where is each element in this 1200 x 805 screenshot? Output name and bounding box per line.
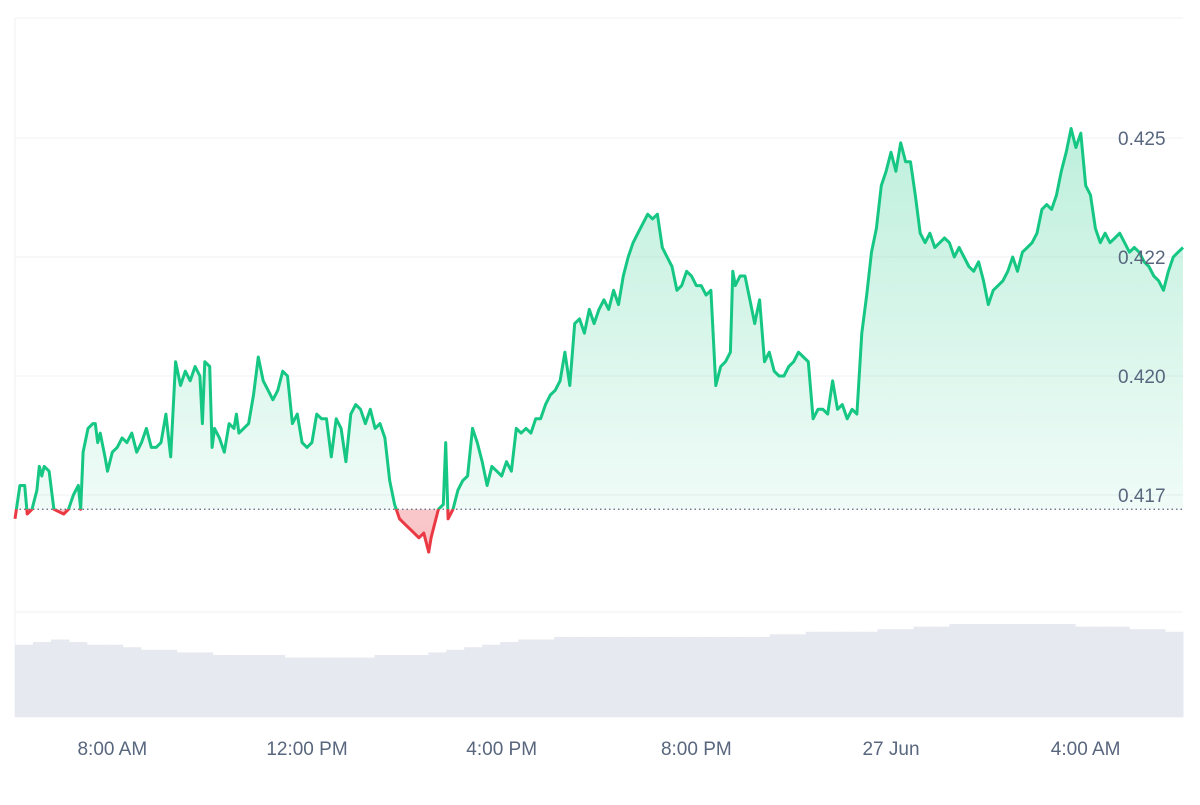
volume-bar bbox=[536, 639, 555, 717]
volume-bar bbox=[500, 642, 519, 717]
volume-bar bbox=[1165, 631, 1184, 717]
volume-bar bbox=[428, 652, 447, 717]
volume-bar bbox=[284, 657, 304, 717]
volume-bar bbox=[607, 636, 627, 717]
volume-bar bbox=[823, 631, 843, 717]
volume-bar bbox=[158, 649, 178, 717]
volume-bar bbox=[518, 639, 537, 717]
y-tick-label: 0.422 bbox=[1118, 248, 1166, 269]
volume-bar bbox=[877, 629, 896, 717]
volume-bar bbox=[104, 644, 124, 717]
volume-bar bbox=[985, 624, 1004, 717]
volume-bar bbox=[949, 624, 968, 717]
volume-bar bbox=[715, 636, 735, 717]
volume-bar bbox=[643, 636, 663, 717]
area-fill-up bbox=[16, 128, 1183, 510]
x-tick-label: 4:00 PM bbox=[466, 739, 537, 760]
volume-bar bbox=[1147, 629, 1166, 717]
volume-bar bbox=[248, 655, 268, 717]
volume-bar bbox=[176, 652, 196, 717]
volume-bar bbox=[15, 644, 34, 717]
volume-bar bbox=[554, 636, 573, 717]
volume-bar bbox=[266, 655, 286, 717]
price-line bbox=[13, 127, 1185, 554]
volume-bar bbox=[68, 642, 88, 717]
volume-bar bbox=[356, 657, 375, 717]
volume-bar bbox=[1003, 624, 1022, 717]
y-tick-label: 0.420 bbox=[1118, 367, 1166, 388]
volume-bar bbox=[625, 636, 645, 717]
volume-bars bbox=[15, 624, 1184, 717]
volume-bar bbox=[967, 624, 986, 717]
x-tick-label: 8:00 AM bbox=[77, 739, 147, 760]
y-axis-labels: 0.425 0.422 0.420 0.417 bbox=[1118, 129, 1166, 507]
volume-bar bbox=[661, 636, 681, 717]
volume-bar bbox=[733, 636, 753, 717]
volume-bar bbox=[895, 629, 914, 717]
volume-bar bbox=[931, 626, 950, 717]
volume-bar bbox=[374, 655, 393, 717]
volume-bar bbox=[140, 649, 160, 717]
volume-bar bbox=[805, 631, 825, 717]
volume-bar bbox=[1075, 626, 1094, 717]
price-area bbox=[15, 128, 1183, 553]
volume-bar bbox=[410, 655, 429, 717]
volume-bar bbox=[1039, 624, 1058, 717]
volume-bar bbox=[1021, 624, 1040, 717]
volume-bar bbox=[787, 634, 807, 717]
volume-bar bbox=[1093, 626, 1112, 717]
volume-bar bbox=[913, 626, 932, 717]
volume-bar bbox=[841, 631, 861, 717]
volume-bar bbox=[464, 647, 483, 717]
volume-bar bbox=[32, 642, 52, 717]
volume-bar bbox=[338, 657, 357, 717]
x-tick-label: 12:00 PM bbox=[266, 739, 347, 760]
volume-bar bbox=[769, 634, 789, 717]
volume-bar bbox=[572, 636, 591, 717]
volume-bar bbox=[859, 631, 879, 717]
x-tick-label: 4:00 AM bbox=[1051, 739, 1121, 760]
volume-bar bbox=[50, 639, 70, 717]
volume-bar bbox=[1111, 626, 1130, 717]
volume-bar bbox=[212, 655, 232, 717]
price-line-up bbox=[14, 127, 1185, 510]
x-axis-labels: 8:00 AM 12:00 PM 4:00 PM 8:00 PM 27 Jun 4:00 … bbox=[77, 739, 1120, 760]
volume-bar bbox=[1129, 629, 1148, 717]
volume-bar bbox=[320, 657, 339, 717]
volume-bar bbox=[302, 657, 321, 717]
volume-bar bbox=[230, 655, 250, 717]
volume-bar bbox=[697, 636, 717, 717]
volume-bar bbox=[194, 652, 214, 717]
y-tick-label: 0.417 bbox=[1118, 486, 1166, 507]
volume-bar bbox=[1057, 624, 1076, 717]
y-tick-label: 0.425 bbox=[1118, 129, 1166, 150]
volume-bar bbox=[590, 636, 609, 717]
x-tick-label: 27 Jun bbox=[862, 739, 919, 760]
volume-bar bbox=[679, 636, 699, 717]
volume-bar bbox=[86, 644, 106, 717]
volume-bar bbox=[122, 647, 142, 717]
volume-bar bbox=[482, 644, 501, 717]
volume-bar bbox=[751, 636, 771, 717]
volume-bar bbox=[446, 649, 465, 717]
volume-bar bbox=[392, 655, 411, 717]
x-tick-label: 8:00 PM bbox=[661, 739, 732, 760]
